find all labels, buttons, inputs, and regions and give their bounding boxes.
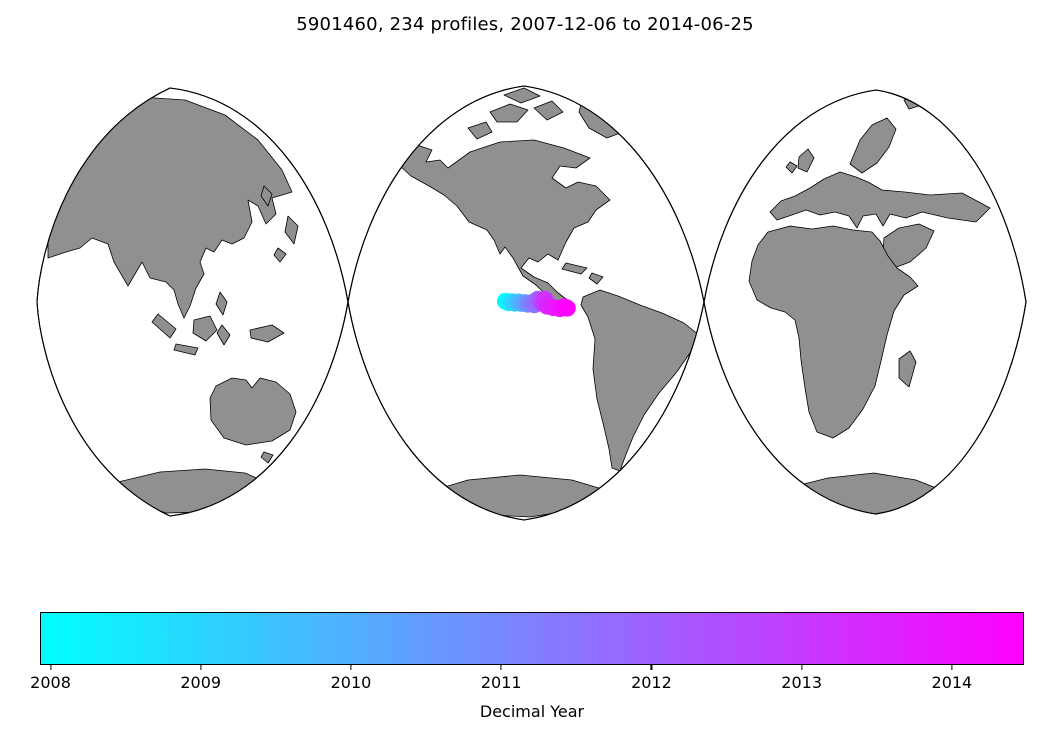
land-asia: [47, 96, 293, 319]
land-philippines: [215, 291, 228, 316]
colorbar-tick-label: 2009: [180, 673, 222, 692]
lobe-outline-right: [703, 89, 1027, 515]
colorbar-tick-label: 2010: [330, 673, 372, 692]
land-australia: [209, 377, 297, 446]
land-africa: [748, 225, 919, 439]
land-sulawesi: [216, 324, 231, 346]
map-outline-overlay: [36, 85, 1027, 521]
colorbar-gradient: [40, 612, 1024, 665]
land-japan: [284, 215, 299, 245]
land-japan-south: [273, 247, 287, 263]
land-new-guinea: [249, 324, 285, 343]
colorbar-tick: [500, 665, 502, 670]
land-tasmania: [260, 451, 274, 464]
colorbar-tick-label: 2008: [30, 673, 71, 692]
land-arctic-island-1: [489, 103, 529, 123]
land-arctic-island-2: [533, 100, 564, 121]
land-europe: [769, 171, 991, 229]
colorbar-tick: [200, 665, 202, 670]
float-trajectory-points: [496, 290, 576, 318]
land-hispaniola: [588, 272, 604, 285]
land-scandinavia: [849, 117, 897, 174]
colorbar-tick: [801, 665, 803, 670]
land-cuba: [561, 262, 588, 275]
profile-point: [558, 299, 576, 317]
colorbar-tick-label: 2014: [931, 673, 973, 692]
plot-title: 5901460, 234 profiles, 2007-12-06 to 201…: [296, 14, 754, 35]
land-north-america: [397, 139, 611, 304]
land-new-zealand-north: [296, 433, 309, 453]
colorbar-tick-label: 2011: [480, 673, 522, 692]
land-arctic-island-3: [467, 121, 493, 140]
land-java: [173, 343, 199, 356]
colorbar-tick: [650, 665, 653, 670]
land-madagascar: [898, 350, 917, 388]
colorbar-tick-label: 2012: [631, 673, 672, 692]
land-borneo: [192, 315, 218, 342]
land-iceland: [769, 112, 790, 128]
land-ireland: [785, 161, 798, 174]
land-sakhalin: [260, 185, 273, 207]
land-sumatra: [151, 313, 177, 339]
colorbar-tick: [951, 665, 953, 670]
land-south-america: [580, 289, 700, 472]
land-new-zealand-south: [287, 451, 302, 469]
colorbar-ticks: 2008 2009 2010 2011 2012 2013 2014: [30, 612, 1024, 692]
land-arctic-island-4: [503, 87, 541, 104]
colorbar-axis-label: Decimal Year: [479, 702, 585, 721]
colorbar-tick: [350, 665, 352, 670]
land-great-britain: [797, 148, 815, 173]
colorbar-tick-label: 2013: [781, 673, 823, 692]
colorbar-tick: [49, 665, 52, 670]
world-map: [36, 85, 1027, 521]
